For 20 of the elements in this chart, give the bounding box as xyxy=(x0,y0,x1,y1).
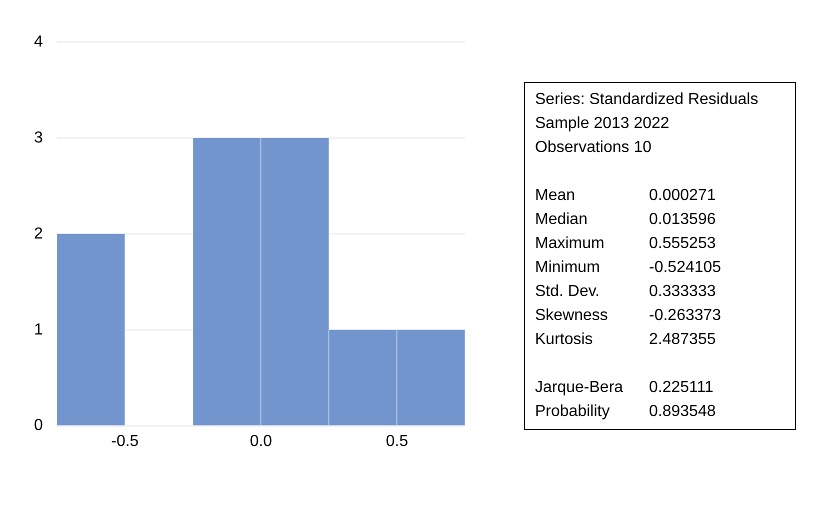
text: Maximum 0.555253 xyxy=(535,235,716,252)
x-tick-label: 0.5 xyxy=(386,432,408,450)
text: Mean 0.000271 xyxy=(535,187,716,204)
text: Jarque-Bera 0.225111 xyxy=(535,379,714,396)
x-tick-label: -0.5 xyxy=(111,432,139,450)
text: Probability 0.893548 xyxy=(535,403,716,420)
text: Sample 2013 2022 xyxy=(535,114,670,134)
text: Median 0.013596 xyxy=(535,211,716,228)
x-tick-label: 0.0 xyxy=(250,432,272,450)
text: Skewness -0.263373 xyxy=(535,307,722,324)
y-tick-label: 0 xyxy=(34,417,43,434)
text: Observations 10 xyxy=(535,138,653,158)
y-tick-label: 1 xyxy=(34,321,43,338)
text: Std. Dev. 0.333333 xyxy=(535,283,716,300)
text: Series: Standardized Residuals xyxy=(535,90,760,110)
text: Kurtosis 2.487355 xyxy=(535,331,716,348)
y-tick-label: 2 xyxy=(34,225,43,242)
y-tick-label: 3 xyxy=(34,129,43,146)
text: Minimum -0.524105 xyxy=(535,259,722,276)
y-tick-label: 4 xyxy=(34,33,43,50)
